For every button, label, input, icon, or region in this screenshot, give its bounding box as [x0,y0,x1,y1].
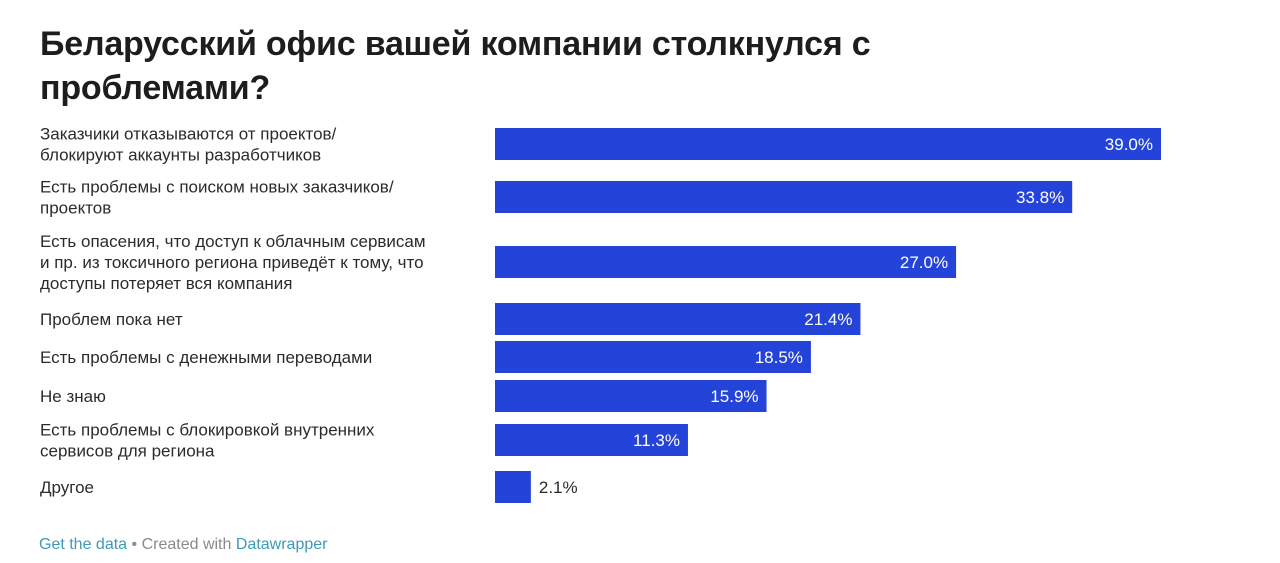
bar-chart: Заказчики отказываются от проектов/блоки… [40,125,1161,503]
category-label: Другое [40,478,94,497]
category-label-line: Есть проблемы с денежными переводами [40,348,372,367]
bar [495,380,767,412]
category-label-line: Не знаю [40,387,106,406]
bar [495,181,1073,213]
bar [495,471,531,503]
category-label-line: Заказчики отказываются от проектов/ [40,125,337,144]
chart-footer: Get the data • Created with Datawrapper [39,536,327,554]
value-label: 11.3% [633,431,680,450]
category-label: Не знаю [40,387,106,406]
value-label: 33.8% [1016,188,1064,207]
datawrapper-link[interactable]: Datawrapper [235,536,328,553]
category-label: Проблем пока нет [40,310,183,329]
bar [495,303,861,335]
category-label: Есть опасения, что доступ к облачным сер… [40,232,426,293]
category-label-line: Есть проблемы с блокировкой внутренних [40,421,375,440]
bar [495,341,811,373]
category-label: Есть проблемы с поиском новых заказчиков… [40,178,394,218]
footer-separator: • [131,536,138,553]
category-label-line: и пр. из токсичного региона приведёт к т… [40,253,424,272]
bar [495,424,688,456]
category-label-line: доступы потеряет вся компания [40,274,293,293]
category-label: Есть проблемы с денежными переводами [40,348,372,367]
category-label-line: сервисов для региона [40,442,215,461]
category-label-line: проектов [40,199,111,218]
value-label: 15.9% [710,387,758,406]
value-label: 39.0% [1105,135,1153,154]
bar [495,128,1161,160]
category-label-line: Проблем пока нет [40,310,183,329]
category-label: Есть проблемы с блокировкой внутренних се… [40,421,375,461]
value-label: 21.4% [804,310,852,329]
bar [495,246,957,278]
get-the-data-link[interactable]: Get the data [39,536,128,553]
chart-title: Беларусский офис вашей компании столкнул… [40,25,871,107]
value-label: 18.5% [755,348,803,367]
category-label-line: Другое [40,478,94,497]
category-label: Заказчики отказываются от проектов/блоки… [40,125,337,165]
created-with-text: Created with [141,536,232,553]
category-label-line: Есть проблемы с поиском новых заказчиков… [40,178,394,197]
value-label: 27.0% [900,253,948,272]
category-label-line: Есть опасения, что доступ к облачным сер… [40,232,426,251]
value-label: 2.1% [539,478,578,497]
category-label-line: блокируют аккаунты разработчиков [40,146,321,165]
